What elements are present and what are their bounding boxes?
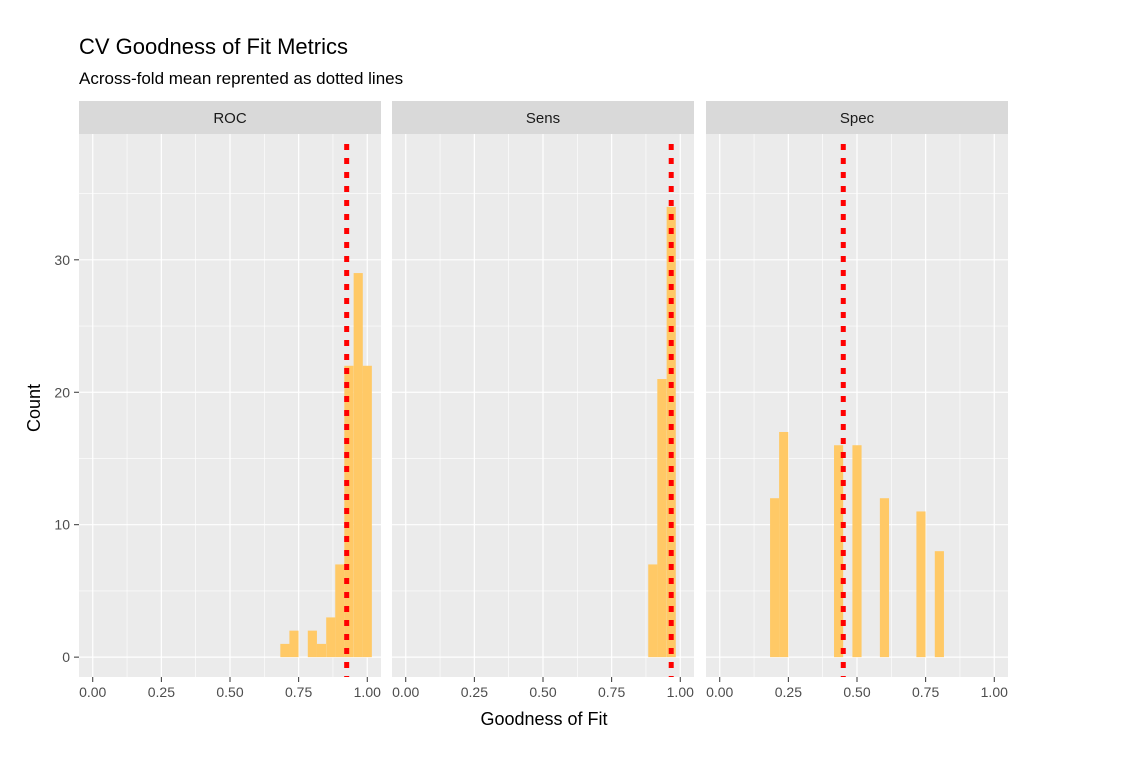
- chart-title: CV Goodness of Fit Metrics: [79, 34, 348, 59]
- histogram-bar: [289, 630, 299, 658]
- x-tick-label: 0.25: [775, 684, 802, 700]
- y-tick-label: 0: [62, 649, 70, 665]
- histogram-bar: [316, 643, 326, 658]
- facet-label-sens: Sens: [526, 110, 560, 127]
- chart-subtitle: Across-fold mean reprented as dotted lin…: [79, 69, 403, 88]
- x-tick-label: 0.00: [706, 684, 733, 700]
- x-tick-label: 0.50: [843, 684, 870, 700]
- x-tick-label: 0.25: [461, 684, 488, 700]
- facet-sens: Sens 0.00 0.25 0.50 0.75 1.00: [392, 101, 694, 700]
- facet-label-spec: Spec: [840, 110, 875, 127]
- histogram-bar: [307, 630, 317, 658]
- x-tick-label: 1.00: [354, 684, 381, 700]
- facet-strip-roc: [79, 101, 381, 134]
- x-tick-label: 0.75: [912, 684, 939, 700]
- histogram-bar: [916, 511, 926, 658]
- histogram-bar: [353, 273, 363, 658]
- x-tick-label: 0.75: [285, 684, 312, 700]
- x-tick-label: 1.00: [981, 684, 1008, 700]
- histogram-bar: [852, 445, 862, 658]
- x-tick-label: 0.00: [392, 684, 419, 700]
- histogram-bar: [648, 564, 658, 658]
- histogram-bar: [666, 206, 676, 658]
- facet-label-roc: ROC: [213, 110, 247, 127]
- y-axis: 0 10 20 30: [54, 252, 79, 665]
- x-axis-title: Goodness of Fit: [480, 709, 607, 729]
- facet-panels: ROC 0.00 0.25 0.50 0.75 1.00 Sens 0.00 0.25 0.50 0…: [79, 101, 1008, 700]
- x-tick-label: 0.75: [598, 684, 625, 700]
- histogram-bar: [779, 431, 789, 658]
- y-tick-label: 20: [54, 384, 70, 400]
- histogram-bar: [879, 498, 890, 658]
- histogram-bar: [834, 445, 844, 658]
- x-tick-label: 0.00: [79, 684, 106, 700]
- histogram-bar: [280, 643, 290, 658]
- x-tick-label: 0.50: [529, 684, 556, 700]
- histogram-bar: [770, 498, 780, 658]
- y-tick-label: 30: [54, 252, 70, 268]
- histogram-bar: [326, 617, 336, 658]
- facet-strip-sens: [392, 101, 694, 134]
- y-tick-label: 10: [54, 517, 70, 533]
- facet-spec: Spec 0.00 0.25 0.50 0.75 1.00: [706, 101, 1008, 700]
- histogram-bar: [657, 379, 667, 658]
- y-axis-title: Count: [24, 384, 44, 432]
- facet-roc: ROC 0.00 0.25 0.50 0.75 1.00: [79, 101, 381, 700]
- histogram-bar: [934, 551, 944, 658]
- x-tick-label: 1.00: [667, 684, 694, 700]
- facet-strip-spec: [706, 101, 1008, 134]
- x-tick-label: 0.50: [216, 684, 243, 700]
- histogram-bar: [362, 365, 372, 658]
- histogram-bar: [335, 564, 345, 658]
- x-tick-label: 0.25: [148, 684, 175, 700]
